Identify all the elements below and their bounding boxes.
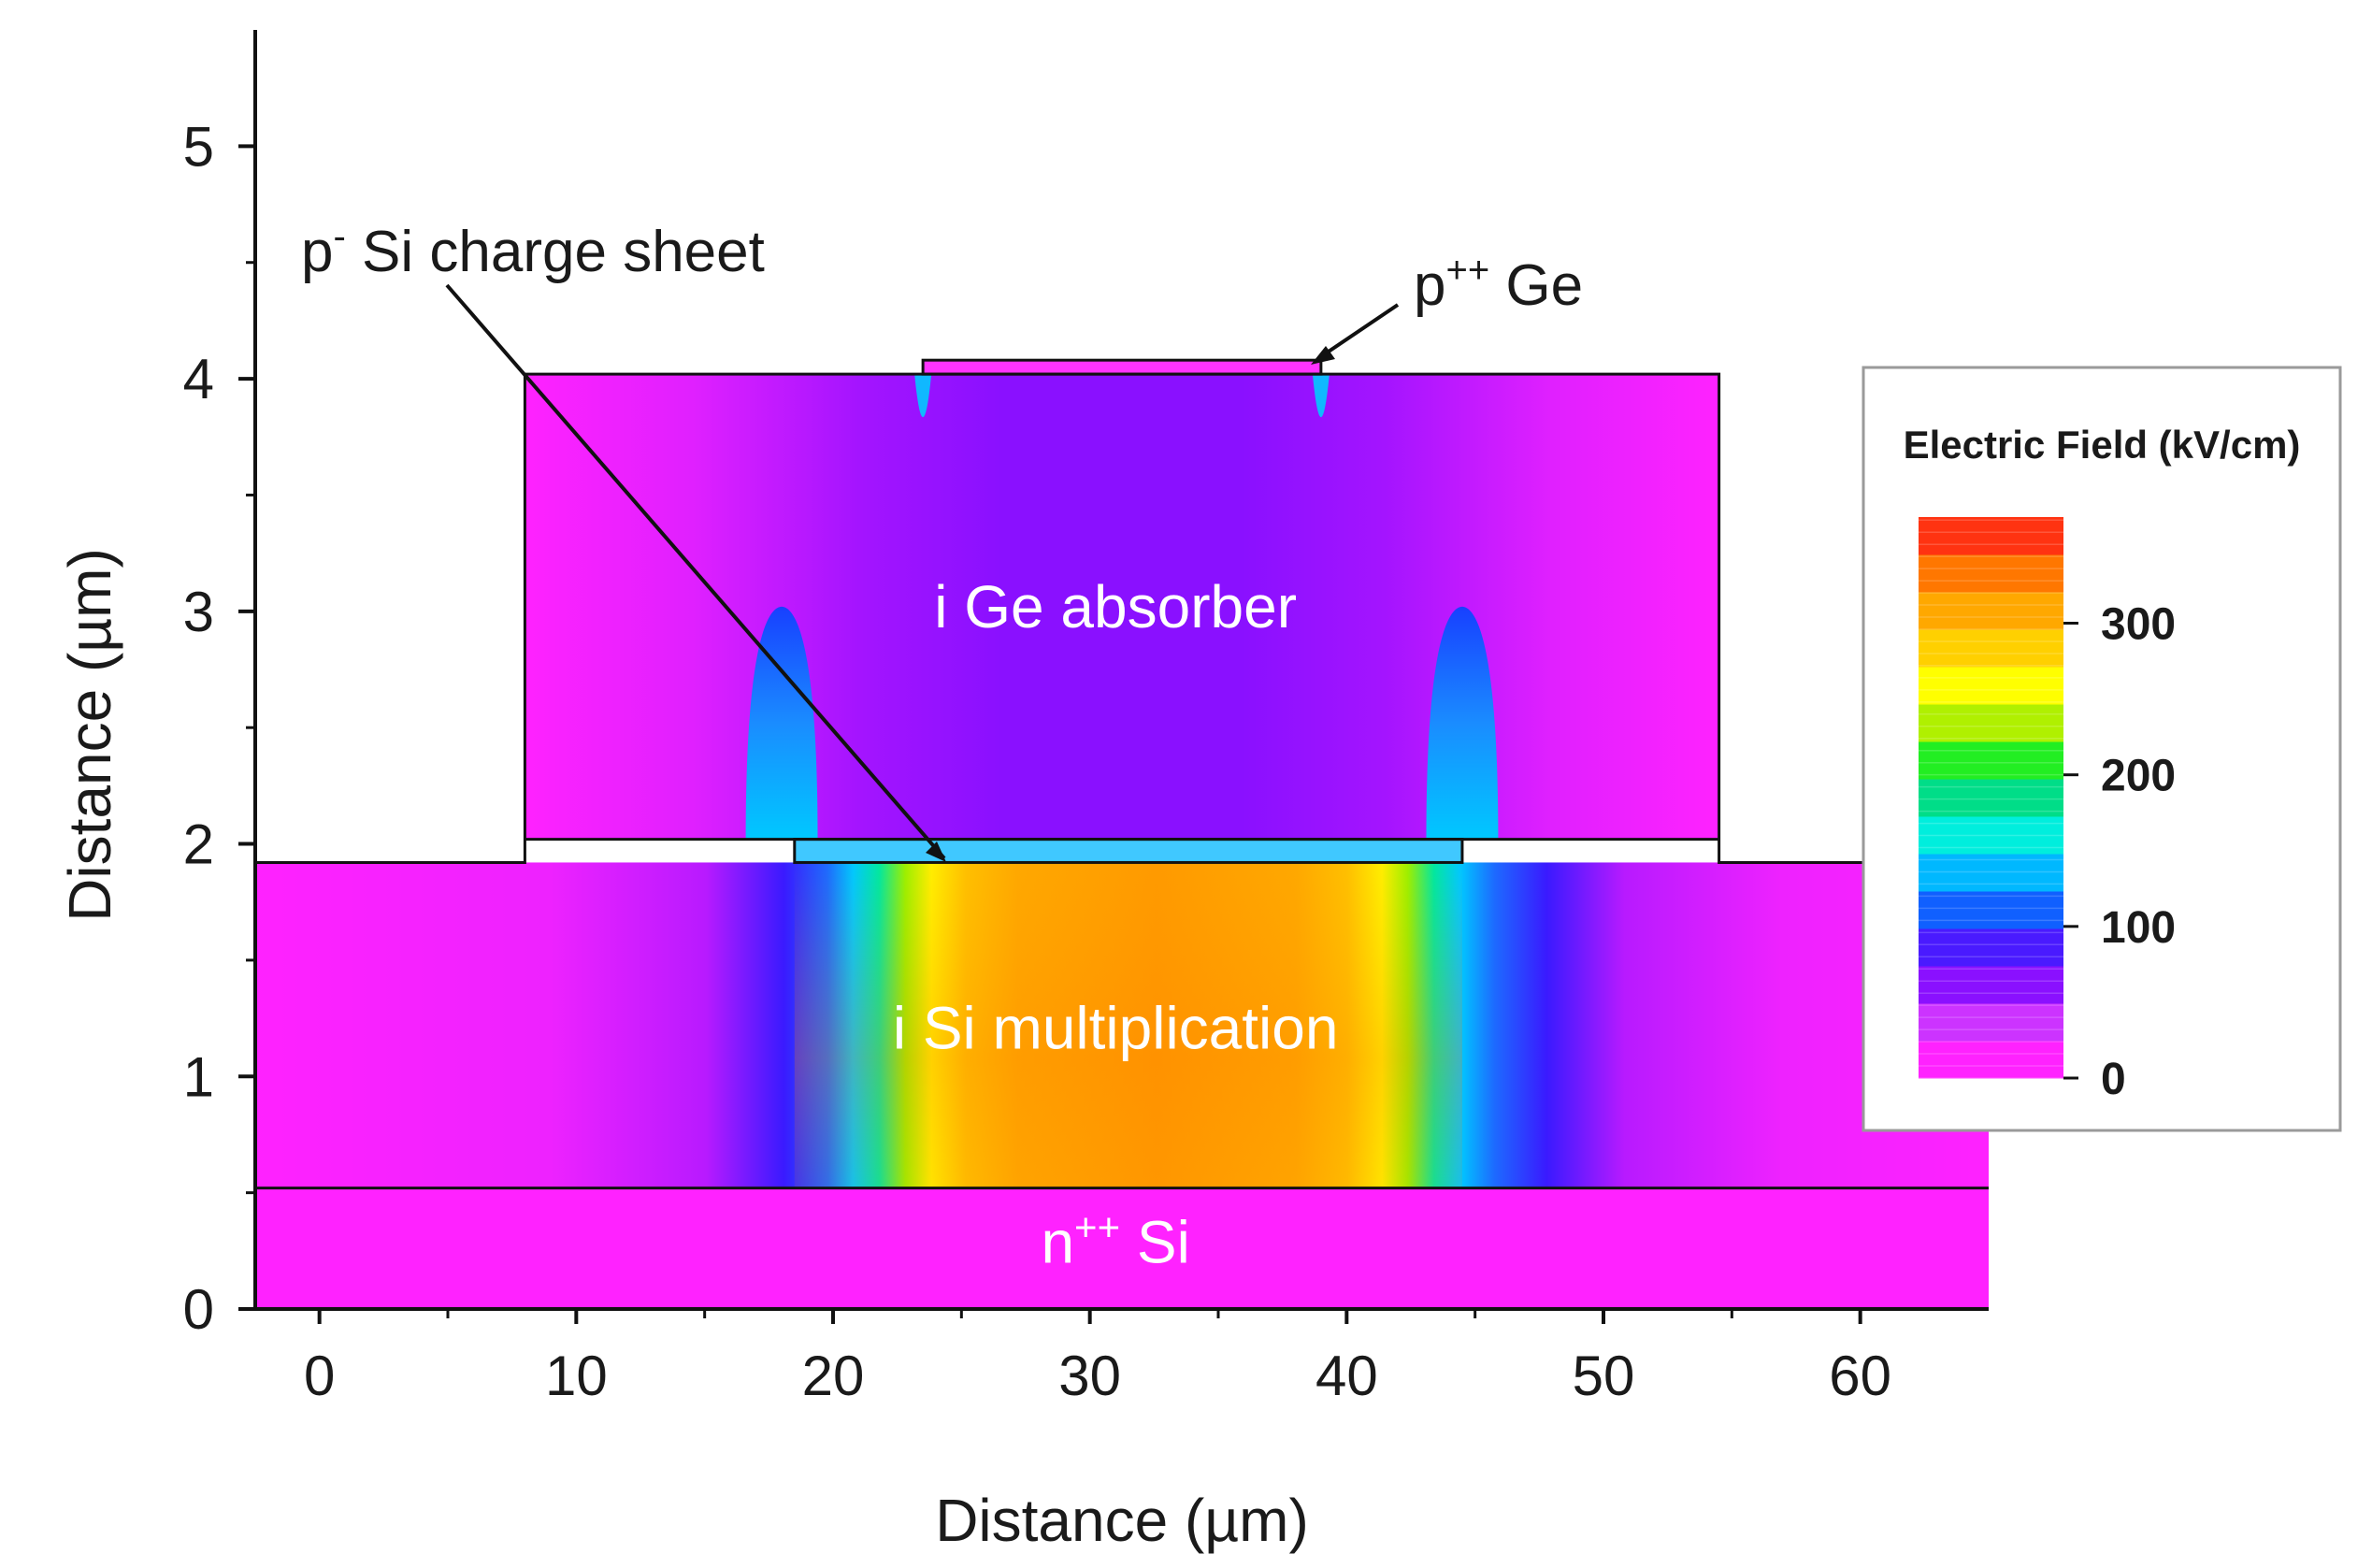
structure-outline	[255, 372, 1989, 864]
colorbar-ticks: 0 100 200 300	[2063, 600, 2176, 1104]
y-tick-label-2: 2	[183, 813, 214, 876]
colorbar-band	[1919, 517, 2063, 555]
y-tick-label-3: 3	[183, 581, 214, 643]
x-tick-label-40: 40	[1315, 1345, 1378, 1407]
colorbar-tick-label-200: 200	[2101, 752, 2176, 801]
label-n-si: n++ Si	[1041, 1204, 1189, 1275]
annotation-p-ge-arrowhead	[1311, 346, 1335, 365]
region-si-core-shade	[794, 862, 1462, 1188]
region-n-si	[255, 1187, 1989, 1309]
colorbar-band	[1919, 704, 2063, 742]
x-tick-label-60: 60	[1829, 1345, 1891, 1407]
annotation-p-ge-arrow	[1318, 303, 1400, 359]
x-axis-title: Distance (µm)	[935, 1487, 1309, 1554]
label-si-multiplication: i Si multiplication	[893, 994, 1339, 1061]
annotation-charge-sheet-label: p- Si charge sheet	[301, 216, 765, 284]
x-tick-label-30: 30	[1058, 1345, 1121, 1407]
colorbar-tick-label-0: 0	[2101, 1055, 2126, 1104]
colorbar-legend: Electric Field (kV/cm) 0 100 200 300	[1862, 366, 2342, 1132]
y-tick-label-5: 5	[183, 115, 214, 178]
x-tick-label-50: 50	[1573, 1345, 1635, 1407]
colorbar-tick-label-300: 300	[2101, 600, 2176, 650]
contact-edge-field-left	[914, 374, 932, 418]
x-tick-label-20: 20	[802, 1345, 865, 1407]
y-tick-label-1: 1	[183, 1045, 214, 1108]
contact-edge-field-right	[1312, 374, 1330, 418]
label-ge-absorber: i Ge absorber	[934, 573, 1297, 640]
colorbar-band	[1919, 554, 2063, 593]
x-tick-label-10: 10	[545, 1345, 608, 1407]
colorbar-band	[1919, 779, 2063, 817]
annotation-p-ge: p++ Ge	[1311, 250, 1583, 365]
colorbar-band	[1919, 816, 2063, 855]
x-tick-label-0: 0	[304, 1345, 335, 1407]
colorbar-band	[1919, 1003, 2063, 1042]
colorbar-band	[1919, 891, 2063, 929]
field-peak-left	[745, 606, 818, 840]
plot-area: i Ge absorber i Si multiplication n++ Si	[255, 358, 1989, 1309]
y-axis-title: Distance (µm)	[56, 548, 123, 922]
colorbar-bands	[1919, 517, 2063, 1079]
annotation-p-ge-label: p++ Ge	[1414, 250, 1583, 318]
field-peak-right	[1426, 606, 1499, 840]
colorbar-band	[1919, 629, 2063, 668]
colorbar-band	[1919, 592, 2063, 630]
colorbar-band	[1919, 928, 2063, 967]
annotation-charge-sheet-arrow	[445, 283, 946, 860]
colorbar-band	[1919, 741, 2063, 780]
y-tick-label-0: 0	[183, 1278, 214, 1341]
annotation-charge-sheet-arrowhead	[926, 842, 946, 862]
y-tick-label-4: 4	[183, 348, 214, 410]
colorbar-band	[1919, 667, 2063, 705]
region-p-ge-contact	[921, 358, 1323, 376]
colorbar-band	[1919, 854, 2063, 892]
colorbar-band	[1919, 1041, 2063, 1079]
region-charge-sheet	[793, 838, 1464, 864]
colorbar-band	[1919, 966, 2063, 1004]
colorbar-title: Electric Field (kV/cm)	[1904, 423, 2301, 467]
colorbar-tick-label-100: 100	[2101, 903, 2176, 953]
annotation-charge-sheet: p- Si charge sheet	[301, 216, 946, 862]
axes: 0 10 20 30 40 50 60 0 1 2 3 4 5 Distance (µm) Distance…	[56, 30, 1989, 1554]
